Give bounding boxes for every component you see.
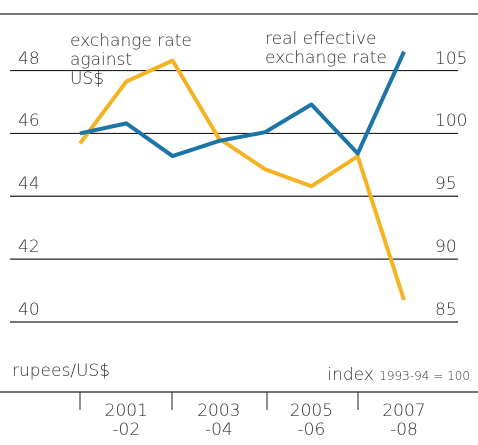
y2-axis-label: index 1993-94 = 100 [327, 366, 470, 386]
series-line [78, 58, 406, 301]
y2-tick-label: 100 [435, 111, 468, 132]
y2-tick-label: 90 [435, 237, 457, 258]
x-tick-label: 2001 -02 [104, 401, 148, 440]
x-tick-label: 2007 -08 [382, 401, 426, 440]
y-axis-label: rupees/US$ [12, 361, 111, 381]
y-tick-label: 44 [18, 174, 40, 195]
x-tick-label: 2003 -04 [197, 401, 241, 440]
y2-label: index [327, 365, 374, 385]
y2-label-note: 1993-94 = 100 [379, 369, 470, 383]
y-tick-label: 40 [18, 300, 40, 320]
series-line [79, 50, 406, 159]
y-tick-label: 46 [18, 111, 40, 132]
y2-tick-label: 95 [435, 174, 457, 195]
y2-tick-label: 105 [435, 48, 468, 69]
legend-label: real effective exchange rate [265, 29, 387, 68]
y-tick-label: 42 [18, 237, 40, 258]
x-tick-label: 2005 -06 [289, 401, 334, 440]
y2-tick-label: 85 [435, 300, 457, 320]
legend-label: exchange rate against US$ [70, 31, 192, 89]
y-tick-label: 48 [18, 48, 40, 69]
